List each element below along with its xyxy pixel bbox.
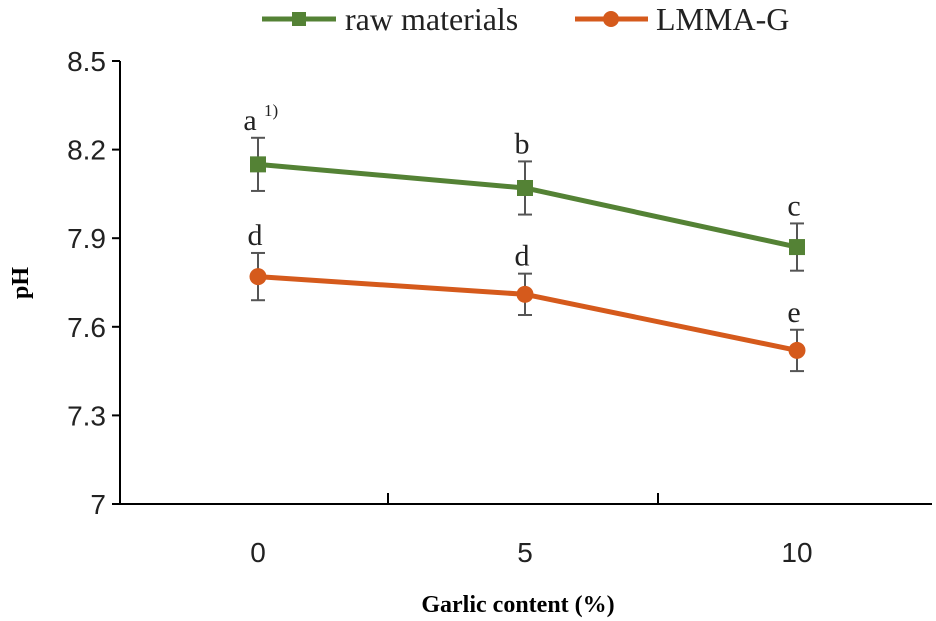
footnote-marker: 1): [264, 101, 278, 120]
legend-label-lmma-g: LMMA-G: [656, 1, 789, 37]
series-raw-materials: a 1) b c: [243, 101, 805, 272]
y-axis-title: pH: [8, 267, 34, 299]
legend-marker-lmma-g: [603, 11, 619, 27]
x-axis-title: Garlic content (%): [421, 592, 614, 618]
data-point: [517, 179, 533, 196]
series-lmma-g: d d e: [248, 219, 806, 373]
significance-label: e: [787, 296, 800, 329]
data-point: [249, 268, 267, 286]
significance-label: d: [515, 240, 530, 273]
series-layer: a 1) b c d d e: [243, 101, 806, 373]
x-axis-ticks: 0 5 10: [250, 493, 813, 568]
y-tick-label: 8.5: [67, 46, 106, 77]
significance-label: d: [248, 219, 263, 252]
data-point: [789, 239, 805, 256]
x-tick-label: 10: [781, 537, 812, 568]
significance-label: b: [515, 127, 530, 160]
x-tick-label: 0: [250, 537, 266, 568]
y-tick-label: 7.6: [67, 312, 106, 343]
significance-label: a: [243, 104, 256, 137]
y-tick-label: 7: [90, 489, 106, 520]
y-axis-ticks: 7 7.3 7.6 7.9 8.2 8.5: [67, 46, 120, 520]
legend-marker-raw-materials: [292, 12, 306, 26]
series-line: [257, 161, 798, 250]
data-point: [788, 341, 806, 359]
significance-label: c: [787, 189, 800, 222]
legend: raw materials LMMA-G: [262, 1, 789, 37]
y-tick-label: 8.2: [67, 135, 106, 166]
y-tick-label: 7.9: [67, 223, 106, 254]
data-point: [250, 156, 266, 173]
data-point: [516, 285, 534, 303]
x-tick-label: 5: [517, 537, 533, 568]
legend-label-raw-materials: raw materials: [345, 1, 518, 37]
y-tick-label: 7.3: [67, 400, 106, 431]
